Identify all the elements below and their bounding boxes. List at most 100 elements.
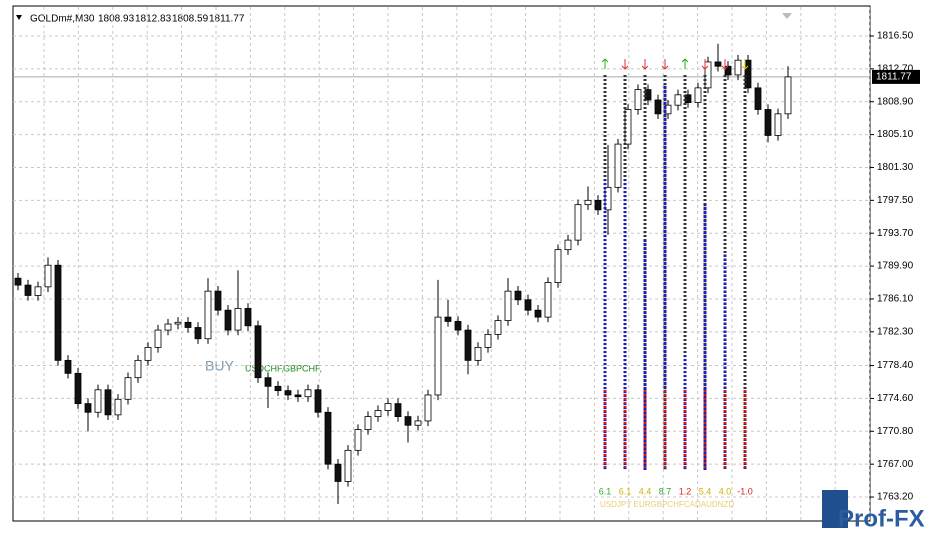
candle-body <box>214 290 222 311</box>
candle-body <box>94 389 102 413</box>
candle-body <box>534 309 542 318</box>
candle-body <box>384 403 392 411</box>
candle-body <box>444 316 452 322</box>
candle-body <box>674 94 682 106</box>
watermark: Prof-FX <box>838 505 925 532</box>
candle-body <box>524 299 532 311</box>
header-open: 1808.93 <box>98 14 135 25</box>
candle-body <box>754 87 762 110</box>
candle-body <box>204 290 212 340</box>
candle-body <box>184 321 192 328</box>
candle-body <box>634 89 642 110</box>
candle-body <box>54 264 62 361</box>
candle-body <box>364 416 372 430</box>
candle-body <box>564 239 572 251</box>
candle-body <box>764 109 772 136</box>
candle-body <box>114 398 122 416</box>
candle-body <box>544 282 552 318</box>
strength-arrow-head <box>601 58 609 63</box>
price-label-box <box>872 69 920 84</box>
candle-body <box>414 420 422 426</box>
header-close: 1811.77 <box>209 14 245 25</box>
header-low: 1808.59 <box>172 14 209 25</box>
strength-arrow-head <box>721 65 729 70</box>
candle-body <box>254 325 262 379</box>
candle-body <box>654 99 662 115</box>
candle-body <box>494 320 502 335</box>
y-tick-label: 1801.30 <box>877 162 914 173</box>
candle-body <box>64 359 72 374</box>
candle-body <box>644 89 652 101</box>
strength-arrow-head <box>741 65 749 70</box>
candle-body <box>744 59 752 89</box>
candle-body <box>354 429 362 451</box>
candle-body <box>284 390 292 396</box>
candle-body <box>604 186 612 211</box>
strength-arrow-head <box>701 65 709 70</box>
header-high: 1812.83 <box>135 14 172 25</box>
candle-body <box>294 394 302 398</box>
candle-body <box>694 87 702 103</box>
price-label: 1811.77 <box>876 72 912 83</box>
candle-body <box>74 372 82 405</box>
strength-label: 5.4 <box>699 486 712 496</box>
y-tick-label: 1786.10 <box>877 294 914 305</box>
plot-frame <box>12 5 871 522</box>
logo-mark <box>822 490 848 528</box>
strength-label: -1.0 <box>737 486 753 496</box>
candle-body <box>324 411 332 465</box>
candle-body <box>44 264 52 288</box>
candle-body <box>574 204 582 241</box>
candle-body <box>464 329 472 361</box>
candle-body <box>774 113 782 136</box>
candle-body <box>484 334 492 348</box>
candle-body <box>244 308 252 327</box>
candle-body <box>144 346 152 361</box>
candle-body <box>614 143 622 188</box>
candle-body <box>664 104 672 115</box>
y-tick-label: 1812.70 <box>877 63 914 74</box>
y-tick-label: 1797.50 <box>877 195 914 206</box>
candle-body <box>334 463 342 482</box>
y-tick-label: 1767.00 <box>877 459 914 470</box>
candle-body <box>374 410 382 417</box>
y-tick-label: 1770.80 <box>877 426 914 437</box>
candle-body <box>784 76 792 115</box>
y-tick-label: 1793.70 <box>877 228 914 239</box>
candle-body <box>404 416 412 426</box>
y-tick-label: 1774.60 <box>877 393 914 404</box>
candle-body <box>474 346 482 361</box>
strength-arrow-head <box>621 65 629 70</box>
y-tick-label: 1778.40 <box>877 360 914 371</box>
candle-body <box>154 329 162 348</box>
strength-arrow-head <box>681 58 689 63</box>
strength-label: 4.0 <box>719 486 732 496</box>
candle-body <box>124 377 132 400</box>
candle-body <box>514 290 522 301</box>
menu-arrow[interactable] <box>16 15 22 20</box>
candle-body <box>684 94 692 103</box>
candle-body <box>104 389 112 416</box>
y-tick-label: 1763.20 <box>877 492 914 503</box>
y-tick-label: 1789.90 <box>877 261 914 272</box>
candle-body <box>24 284 32 296</box>
candle-body <box>84 403 92 413</box>
candle-body <box>194 327 202 340</box>
candle-body <box>554 249 562 283</box>
currency-names: USDJPY EURGBPCHFCADAUDNZD <box>600 500 734 509</box>
signal-pair: USDCHF, <box>245 363 284 373</box>
candle-body <box>174 321 182 325</box>
strength-label: 6.1 <box>619 486 632 496</box>
candle-body <box>394 403 402 417</box>
y-tick-label: 1808.90 <box>877 96 914 107</box>
strength-arrow-head <box>641 65 649 70</box>
candle-body <box>504 290 512 321</box>
candle-body <box>234 308 242 331</box>
strength-arrow-head <box>661 65 669 70</box>
candle-body <box>304 389 312 398</box>
y-tick-label: 1816.50 <box>877 31 914 42</box>
candle-body <box>14 277 22 286</box>
candle-body <box>134 359 142 379</box>
